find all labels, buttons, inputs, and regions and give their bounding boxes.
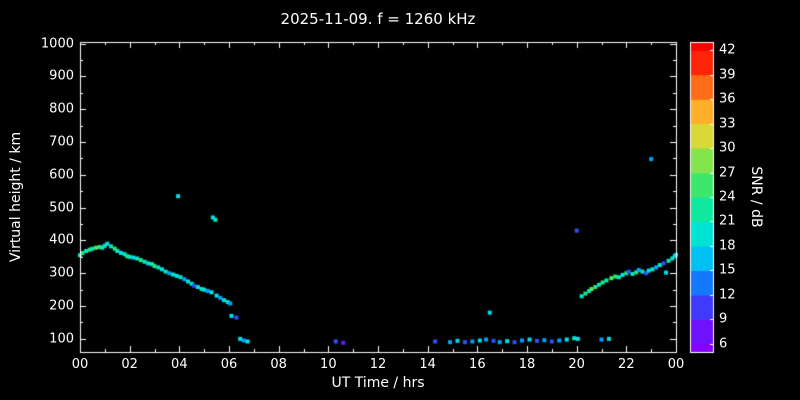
y-tick-label: 900 bbox=[49, 68, 74, 84]
x-tick-label: 02 bbox=[121, 357, 138, 372]
cbar-tick-label: 12 bbox=[719, 287, 736, 303]
y-tick-label: 100 bbox=[49, 331, 74, 347]
y-tick-label: 400 bbox=[49, 232, 74, 248]
y-tick-label: 200 bbox=[49, 298, 74, 314]
cbar-tick-label: 18 bbox=[719, 238, 736, 254]
x-tick-label: 18 bbox=[518, 357, 536, 372]
x-tick-label: 14 bbox=[419, 357, 436, 372]
y-tick-label: 700 bbox=[49, 134, 74, 150]
x-tick-label: 16 bbox=[469, 357, 486, 372]
x-tick-label: 12 bbox=[369, 357, 387, 372]
cbar-tick-label: 39 bbox=[719, 67, 736, 83]
cbar-tick-label: 21 bbox=[719, 213, 736, 229]
colorbar-label: SNR / dB bbox=[748, 166, 764, 228]
x-tick-label: 00 bbox=[667, 357, 685, 372]
x-tick-label: 08 bbox=[270, 357, 287, 372]
cbar-tick-label: 6 bbox=[719, 336, 728, 352]
cbar-tick-label: 9 bbox=[719, 311, 728, 327]
y-tick-label: 500 bbox=[49, 200, 74, 216]
cbar-tick-label: 27 bbox=[719, 165, 736, 181]
x-axis-label: UT Time / hrs bbox=[331, 375, 425, 391]
cbar-tick-label: 15 bbox=[719, 262, 736, 278]
x-tick-label: 04 bbox=[171, 357, 188, 372]
cbar-tick-label: 30 bbox=[719, 140, 736, 156]
y-tick-label: 600 bbox=[49, 167, 74, 183]
cbar-tick-label: 24 bbox=[719, 189, 736, 205]
x-tick-label: 06 bbox=[220, 357, 238, 372]
chart-title: 2025-11-09. f = 1260 kHz bbox=[280, 10, 476, 28]
cbar-tick-label: 33 bbox=[719, 116, 736, 132]
cbar-tick-label: 36 bbox=[719, 91, 736, 107]
y-tick-label: 800 bbox=[49, 101, 74, 117]
x-tick-label: 20 bbox=[568, 357, 585, 372]
cbar-tick-label: 42 bbox=[719, 42, 736, 58]
x-tick-label: 10 bbox=[320, 357, 337, 372]
x-tick-label: 00 bbox=[71, 357, 89, 372]
x-tick-label: 22 bbox=[618, 357, 635, 372]
y-tick-label: 300 bbox=[49, 265, 74, 281]
y-tick-label: 1000 bbox=[40, 36, 74, 52]
